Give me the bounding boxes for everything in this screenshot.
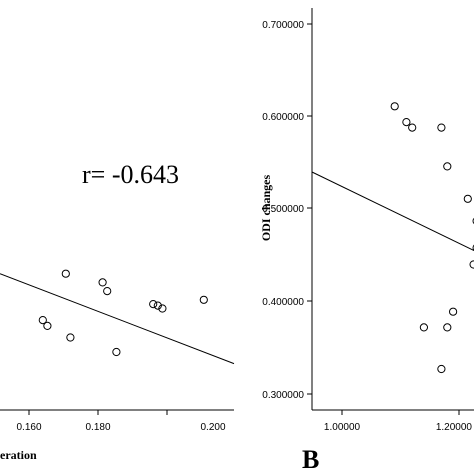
panel-b-regression-line	[311, 171, 474, 252]
panel-a-data-point	[61, 269, 70, 278]
panel-a-data-point	[43, 321, 52, 330]
panel-b-data-point	[449, 307, 458, 316]
panel-b: 0.700000 0.600000 0.500000 0.400000 0.30…	[259, 8, 474, 474]
panel-a-x-tick-label: 0.200	[200, 422, 225, 433]
panel-b-y-tick-label: 0.500000	[262, 204, 304, 215]
panel-a-data-point	[103, 287, 112, 296]
panel-a-x-tick-label: 0.180	[85, 422, 110, 433]
panel-a-correlation-annotation: r= -0.643	[82, 160, 179, 189]
panel-b-data-point	[402, 118, 411, 127]
panel-b-data-point	[437, 123, 446, 132]
panel-a-data-point	[98, 278, 107, 287]
panel-a-data-point	[199, 295, 208, 304]
panel-b-y-tick-label: 0.700000	[262, 20, 304, 31]
panel-b-y-tick-label: 0.300000	[262, 390, 304, 401]
panel-a-data-point	[66, 333, 75, 342]
panel-b-y-axis-title: ODI changes	[259, 175, 273, 242]
panel-b-data-point	[437, 364, 446, 374]
panel-b-data-point	[463, 194, 472, 203]
panel-b-data-point	[443, 162, 452, 171]
panel-a-data-point	[153, 301, 162, 310]
panel-a-data-point	[149, 300, 158, 309]
panel-a-data-point	[112, 347, 121, 357]
panel-a-points	[38, 269, 208, 357]
panel-b-data-point	[472, 217, 474, 225]
panel-b-data-point	[419, 323, 428, 332]
panel-a-data-point	[158, 304, 167, 313]
panel-b-data-point	[472, 244, 474, 251]
panel-a-regression-line	[0, 273, 235, 365]
panel-b-points	[390, 102, 474, 374]
panel-a-x-axis-title: eration	[0, 448, 37, 462]
panel-b-label: B	[302, 445, 319, 474]
panel-b-data-point	[469, 260, 474, 269]
panel-b-data-point	[390, 102, 399, 111]
panel-a-data-point	[38, 316, 47, 325]
panel-b-data-point	[408, 123, 417, 132]
panel-b-x-tick-label: 1.20000	[436, 422, 473, 433]
panel-b-data-point	[443, 323, 452, 332]
panel-b-y-tick-label: 0.400000	[262, 297, 304, 308]
panel-a: 0.160 0.180 0.200 eration r= -0.643	[0, 160, 235, 462]
panel-a-x-tick-label: 0.160	[16, 422, 41, 433]
panel-b-x-tick-label: 1.00000	[324, 422, 361, 433]
panel-b-y-tick-label: 0.600000	[262, 112, 304, 123]
